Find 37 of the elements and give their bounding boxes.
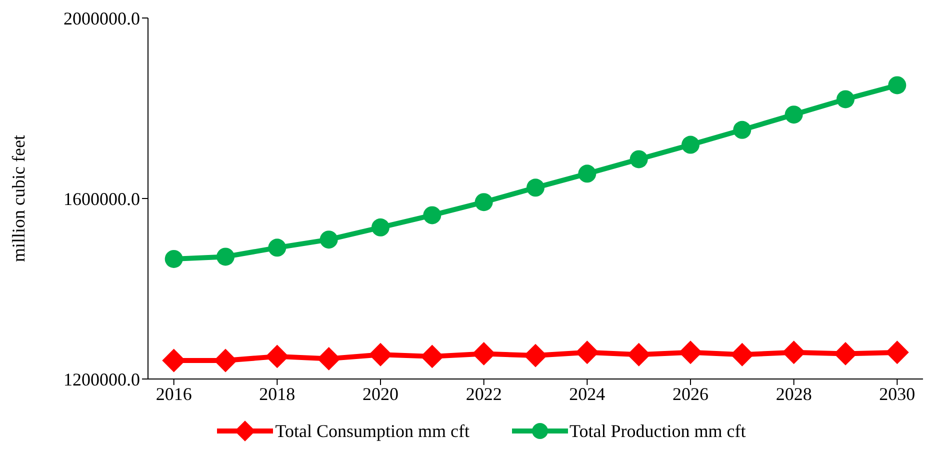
x-tick-label: 2020 bbox=[362, 384, 398, 404]
x-tick-label: 2026 bbox=[672, 384, 708, 404]
point bbox=[730, 342, 754, 366]
point bbox=[265, 344, 289, 368]
point bbox=[575, 340, 599, 364]
x-tick-label: 2028 bbox=[776, 384, 812, 404]
point bbox=[578, 164, 596, 183]
x-tick-label: 2030 bbox=[879, 384, 916, 404]
x-tick-label: 2018 bbox=[259, 384, 296, 404]
legend-label: Total Consumption mm cft bbox=[275, 420, 470, 442]
point bbox=[164, 250, 183, 268]
point bbox=[678, 340, 702, 364]
x-tick-label: 2016 bbox=[156, 384, 192, 404]
y-tick-label: 1200000.0 bbox=[64, 369, 140, 390]
point bbox=[627, 342, 651, 366]
point bbox=[526, 178, 544, 197]
x-tick-label: 2022 bbox=[466, 384, 502, 404]
point bbox=[268, 238, 286, 257]
y-tick-label: 1600000.0 bbox=[64, 188, 140, 209]
x-tick-label: 2024 bbox=[569, 384, 606, 404]
point bbox=[372, 218, 390, 236]
point bbox=[423, 206, 442, 224]
point bbox=[784, 106, 803, 124]
point bbox=[682, 136, 700, 154]
point bbox=[524, 344, 548, 368]
point bbox=[733, 120, 752, 139]
point bbox=[317, 346, 341, 370]
y-tick-label: 2000000.0 bbox=[64, 8, 140, 28]
point bbox=[630, 150, 648, 168]
point bbox=[472, 342, 496, 366]
point bbox=[474, 193, 493, 212]
point bbox=[216, 248, 234, 266]
y-axis-title: million cubic feet bbox=[8, 135, 28, 262]
point bbox=[320, 230, 338, 249]
legend-label: Total Production mm cft bbox=[570, 420, 746, 442]
point bbox=[888, 76, 906, 94]
point bbox=[836, 90, 854, 108]
